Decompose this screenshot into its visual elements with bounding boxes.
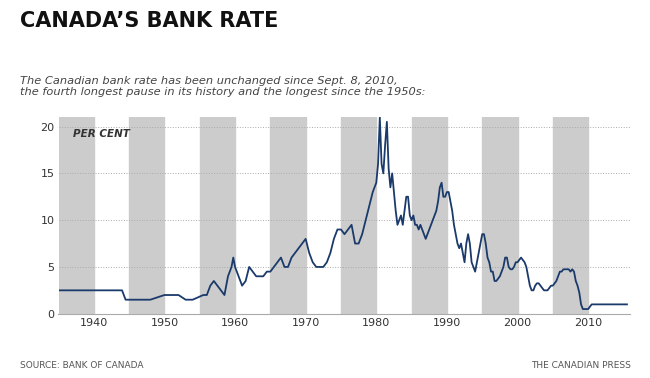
Bar xyxy=(129,117,164,314)
Text: PER CENT: PER CENT xyxy=(73,129,130,139)
Bar xyxy=(200,117,235,314)
Bar xyxy=(411,117,447,314)
Text: SOURCE: BANK OF CANADA: SOURCE: BANK OF CANADA xyxy=(20,361,143,370)
Text: The Canadian bank rate has been unchanged since Sept. 8, 2010,
the fourth longes: The Canadian bank rate has been unchange… xyxy=(20,76,425,97)
Bar xyxy=(482,117,517,314)
Text: THE CANADIAN PRESS: THE CANADIAN PRESS xyxy=(530,361,630,370)
Text: CANADA’S BANK RATE: CANADA’S BANK RATE xyxy=(20,11,278,31)
Bar xyxy=(270,117,306,314)
Bar xyxy=(341,117,376,314)
Bar xyxy=(552,117,588,314)
Bar xyxy=(58,117,94,314)
